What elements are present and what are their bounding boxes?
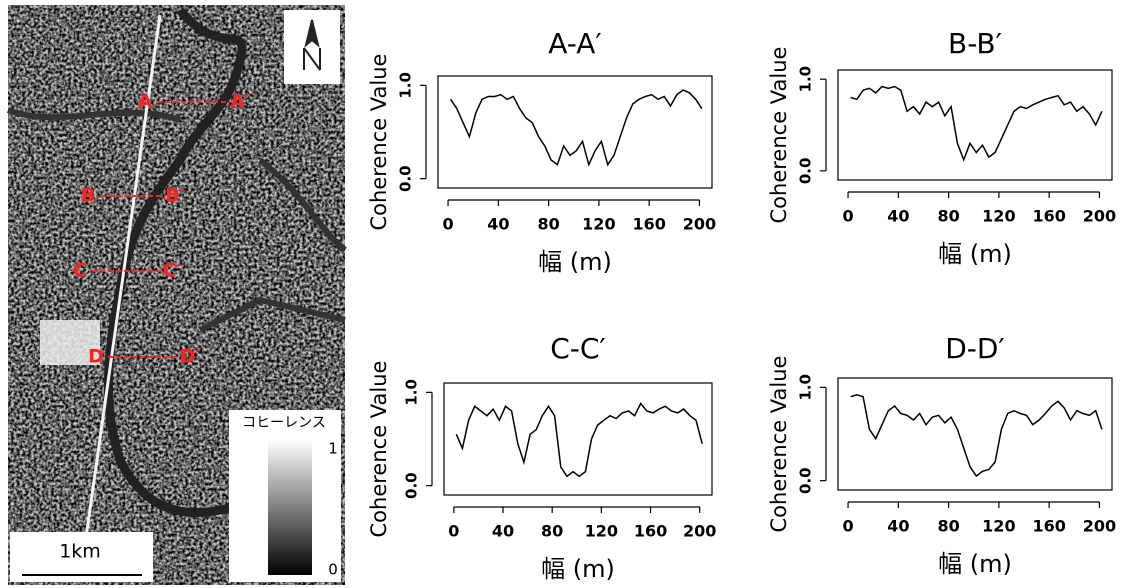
chart-title: B-B′ (948, 27, 1002, 60)
x-axis-label: 幅 (m) (938, 550, 1012, 578)
x-tick-label: 200 (683, 522, 716, 541)
legend-gradient (268, 440, 312, 575)
y-tick-label: 1.0 (797, 66, 815, 93)
x-tick-label: 0 (842, 517, 853, 536)
north-arrow (303, 19, 321, 71)
x-tick-label: 40 (492, 522, 514, 541)
section-label: C (73, 260, 87, 282)
legend-title: コヒーレンス (242, 415, 326, 431)
x-tick-label: 0 (448, 522, 459, 541)
x-tick-label: 120 (582, 215, 615, 234)
y-tick-label: 0.0 (403, 472, 421, 499)
x-tick-label: 80 (937, 517, 959, 536)
section-label: A (138, 91, 153, 113)
road (78, 14, 162, 581)
y-tick-label: 1.0 (397, 72, 415, 99)
scale-box (10, 532, 153, 582)
x-tick-label: 80 (537, 215, 559, 234)
x-tick-label: 0 (442, 215, 453, 234)
x-tick-label: 160 (634, 522, 667, 541)
y-tick-label: 1.0 (403, 379, 421, 406)
x-tick-label: 120 (585, 522, 618, 541)
plot-frame (837, 377, 1113, 491)
section-label: B′ (165, 185, 185, 207)
y-tick-label: 1.0 (797, 374, 815, 401)
x-tick-label: 200 (1083, 517, 1116, 536)
chart-title: C-C′ (550, 332, 606, 365)
legend-max: 1 (328, 440, 338, 458)
x-tick-label: 0 (842, 207, 853, 226)
data-line (850, 394, 1103, 478)
y-tick-label: 0.0 (397, 165, 415, 192)
x-tick-label: 40 (887, 207, 909, 226)
y-axis-label: Coherence Value (367, 54, 391, 231)
section-label: D′ (180, 346, 201, 368)
legend-min: 0 (328, 561, 338, 579)
y-tick-label: 0.0 (797, 158, 815, 185)
data-line (449, 89, 703, 167)
x-axis-label: 幅 (m) (541, 555, 615, 583)
y-axis-label: Coherence Value (767, 356, 791, 533)
x-tick-label: 40 (887, 517, 909, 536)
x-tick-label: 80 (937, 207, 959, 226)
data-line (850, 85, 1103, 162)
section-label: B (81, 185, 95, 207)
x-tick-label: 40 (487, 215, 509, 234)
x-tick-label: 200 (683, 215, 716, 234)
x-tick-label: 200 (1083, 207, 1116, 226)
map: 1km コヒーレンス 1 0 A A′ B B′ C C′ D D′ (6, 5, 347, 585)
plot-frame (443, 382, 713, 496)
plot-frame (837, 69, 1113, 181)
x-tick-label: 160 (632, 215, 665, 234)
section-label: D (88, 346, 104, 368)
y-axis-label: Coherence Value (367, 361, 391, 538)
chart-title: D-D′ (945, 332, 1005, 365)
section-lines: A A′ B B′ C C′ D D′ (73, 91, 250, 368)
y-axis-label: Coherence Value (767, 47, 791, 224)
data-line (455, 402, 703, 478)
bright-area (40, 320, 100, 365)
x-tick-label: 120 (982, 207, 1015, 226)
x-tick-label: 80 (541, 522, 563, 541)
dark-area (6, 107, 347, 333)
chart-title: A-A′ (548, 27, 602, 60)
x-tick-label: 160 (1032, 517, 1065, 536)
scale-label: 1km (59, 541, 101, 563)
section-label: C′ (163, 260, 182, 282)
x-tick-label: 120 (982, 517, 1015, 536)
x-tick-label: 160 (1032, 207, 1065, 226)
x-axis-label: 幅 (m) (938, 240, 1012, 268)
section-label: A′ (230, 91, 250, 113)
y-tick-label: 0.0 (797, 467, 815, 494)
plot-frame (437, 75, 713, 189)
x-axis-label: 幅 (m) (538, 248, 612, 276)
